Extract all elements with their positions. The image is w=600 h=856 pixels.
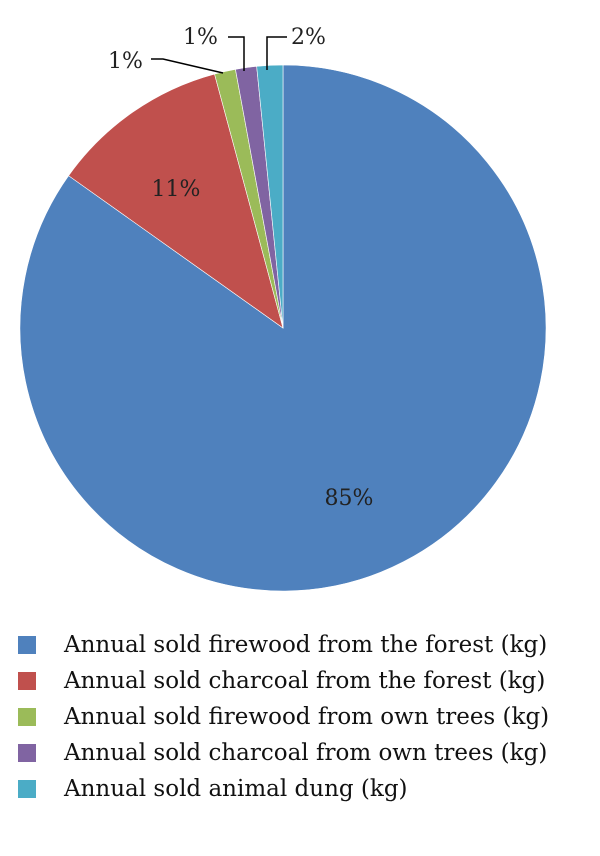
legend-label-5: Annual sold animal dung (kg)	[63, 776, 408, 802]
legend-label-3: Annual sold firewood from own trees (kg)	[63, 704, 549, 730]
pie-slices	[19, 64, 547, 592]
slice-label-3: 1%	[108, 49, 143, 74]
slice-label-4: 1%	[183, 25, 218, 50]
leader-line-3	[151, 58, 224, 74]
leader-lines	[151, 36, 287, 74]
legend-label-4: Annual sold charcoal from own trees (kg)	[63, 740, 547, 766]
legend-swatch-4	[18, 744, 36, 762]
leader-line-4	[228, 36, 245, 71]
legend-label-1: Annual sold firewood from the forest (kg…	[63, 632, 547, 658]
legend-label-2: Annual sold charcoal from the forest (kg…	[63, 668, 545, 694]
slice-label-5: 2%	[291, 25, 326, 50]
leader-line-5	[266, 36, 287, 70]
legend-swatch-2	[18, 672, 36, 690]
legend-swatch-5	[18, 780, 36, 798]
legend-swatch-1	[18, 636, 36, 654]
legend: Annual sold firewood from the forest (kg…	[18, 632, 549, 802]
slice-label-1: 85%	[325, 486, 374, 511]
legend-swatch-3	[18, 708, 36, 726]
pie-slice-2	[68, 73, 284, 329]
slice-label-2: 11%	[152, 177, 201, 202]
slice-labels: 85% 11% 1% 1% 2%	[108, 25, 373, 511]
pie-slice-5	[256, 64, 284, 329]
